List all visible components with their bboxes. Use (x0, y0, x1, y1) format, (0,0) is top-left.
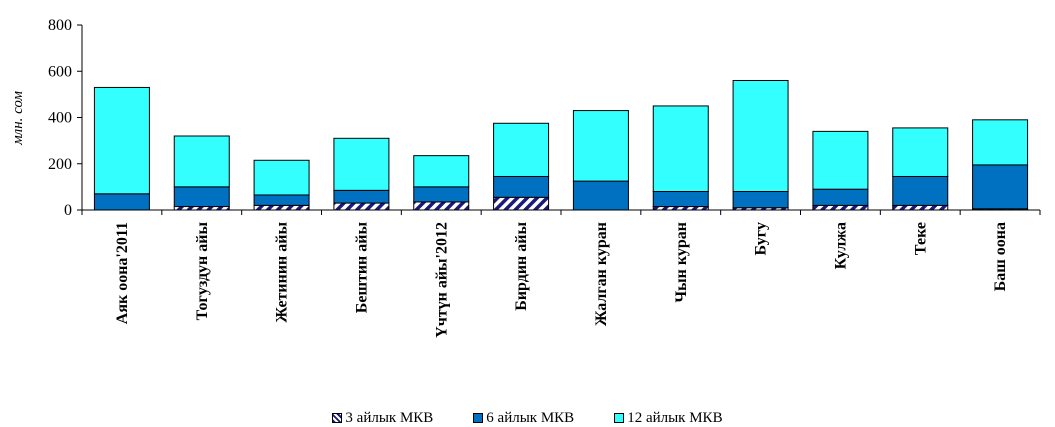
legend-swatch-3-month (332, 413, 343, 423)
legend-item-3-month: 3 айлык МКВ (332, 410, 433, 427)
bar-segment-6-month (93, 193, 150, 211)
bar-segment-12-month (93, 86, 150, 195)
bar-segment-3-month (173, 206, 230, 211)
legend-item-12-month: 12 айлык МКВ (614, 409, 723, 427)
bar-segment-12-month (493, 122, 550, 177)
x-category-label: Бештин айы (353, 222, 370, 314)
legend: 3 айлык МКВ 6 айлык МКВ 12 айлык МКВ (0, 410, 1055, 426)
x-category-label: Үчтүн айы'2012 (433, 222, 450, 338)
bar-segment-3-month (652, 206, 709, 211)
bar-segment-12-month (413, 155, 470, 188)
legend-label-12-month: 12 айлык МКВ (627, 409, 723, 426)
bar-segment-3-month (892, 204, 949, 211)
x-category-label: Теке (912, 222, 929, 255)
bar-segment-3-month (493, 196, 550, 211)
x-category-label: Баш оона (992, 222, 1009, 291)
bar-segment-6-month (333, 189, 390, 204)
legend-label-6-month: 6 айлык МКВ (486, 409, 575, 426)
x-category-label: Бирдин айы (513, 222, 530, 311)
x-category-label: Жалган куран (593, 222, 610, 326)
bar-segment-6-month (572, 180, 629, 211)
bar-segment-12-month (572, 110, 629, 182)
y-tick-label: 200 (48, 156, 72, 173)
bar-segment-12-month (732, 80, 789, 192)
x-category-label: Кулжа (832, 222, 849, 269)
x-category-label: Чын куран (673, 222, 690, 303)
x-category-label: Жетинин айы (274, 222, 291, 323)
plot-area: 0 200 400 600 800 Аяк оона'2011 Тогуздун айы Же… (48, 17, 1041, 338)
bar-segment-6-month (892, 175, 949, 206)
bar-segment-12-month (253, 159, 310, 196)
y-tick-label: 0 (64, 202, 72, 219)
legend-item-6-month: 6 айлык МКВ (473, 410, 574, 427)
stacked-bar-chart: 0 200 400 600 800 Аяк оона'2011 Тогуздун айы Же… (10, 17, 1041, 338)
x-category-label: Аяк оона'2011 (114, 222, 131, 324)
x-category-label: Тогуздун айы (194, 222, 211, 321)
bar-segment-3-month (333, 202, 390, 211)
bar-segment-12-month (652, 105, 709, 192)
bar-segment-6-month (732, 191, 789, 209)
bar-segment-6-month (652, 191, 709, 208)
bar-segment-12-month (812, 130, 869, 190)
y-tick-label: 800 (48, 17, 72, 34)
bar-segment-12-month (892, 127, 949, 177)
bar-segment-6-month (493, 175, 550, 198)
bar-segment-12-month (972, 119, 1029, 166)
bar-segment-12-month (333, 137, 390, 191)
y-tick-label: 400 (48, 110, 72, 127)
y-axis-title: млн. сом (10, 91, 26, 146)
legend-swatch-6-month (473, 413, 484, 423)
legend-swatch-12-month (614, 413, 625, 423)
y-tick-label: 600 (48, 63, 72, 80)
bar-segment-6-month (413, 186, 470, 203)
bar-segment-12-month (173, 135, 230, 188)
bar-segment-6-month (972, 164, 1029, 210)
bar-segment-3-month (812, 204, 869, 211)
bar-segment-6-month (173, 186, 230, 208)
legend-label-3-month: 3 айлык МКВ (345, 409, 434, 426)
x-category-label: Бугу (753, 222, 770, 255)
bar-segment-6-month (812, 188, 869, 206)
bar-segment-3-month (253, 204, 310, 211)
bar-segment-3-month (413, 201, 470, 211)
bar-segment-6-month (253, 194, 310, 206)
